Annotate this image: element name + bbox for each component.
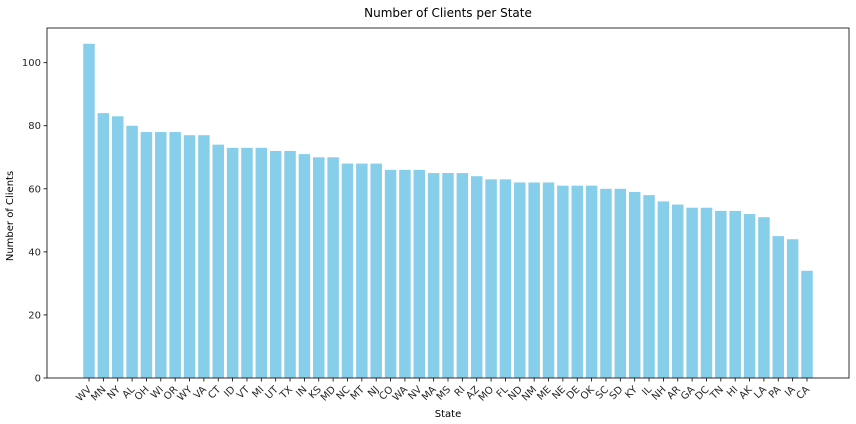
x-axis-label: State xyxy=(435,409,461,420)
bar-me xyxy=(542,182,555,378)
y-tick-label: 20 xyxy=(28,310,41,321)
y-tick-label: 80 xyxy=(28,121,41,132)
bar-id xyxy=(226,147,239,378)
bar-nd xyxy=(514,182,526,378)
bar-ky xyxy=(628,191,641,378)
bar-mo xyxy=(485,179,497,378)
bar-ak xyxy=(743,214,756,378)
bar-ga xyxy=(686,207,698,378)
bar-ok xyxy=(585,185,598,378)
bar-ia xyxy=(786,239,799,378)
x-tick-label-tx: TX xyxy=(278,384,296,402)
x-tick-label-ms: MS xyxy=(435,384,453,402)
bar-nv xyxy=(413,169,426,378)
bar-fl xyxy=(499,179,512,378)
bar-mi xyxy=(255,147,268,378)
x-tick-label-ky: KY xyxy=(623,384,640,401)
x-tick-label-ca: CA xyxy=(795,384,813,402)
bar-oh xyxy=(140,132,153,378)
bar-ny xyxy=(111,116,124,378)
bar-la xyxy=(758,217,770,378)
bar-wa xyxy=(399,169,411,378)
bar-md xyxy=(327,157,339,378)
bar-az xyxy=(470,176,483,378)
bar-ma xyxy=(427,173,440,378)
bar-ca xyxy=(801,270,813,378)
bar-nm xyxy=(528,182,540,378)
bar-ct xyxy=(212,144,224,378)
bar-al xyxy=(126,125,138,378)
bar-or xyxy=(169,132,181,378)
chart-title: Number of Clients per State xyxy=(364,6,532,20)
y-tick-label: 60 xyxy=(28,184,41,195)
bar-ri xyxy=(456,173,469,378)
bar-va xyxy=(198,135,210,378)
bar-wi xyxy=(155,132,167,378)
bar-mn xyxy=(97,113,110,378)
x-tick-label-tn: TN xyxy=(708,384,726,402)
bar-dc xyxy=(700,207,713,378)
bar-ar xyxy=(672,204,684,378)
bar-ut xyxy=(269,150,282,378)
bar-pa xyxy=(772,236,785,378)
x-tick-label-mo: MO xyxy=(477,384,497,404)
bar-sd xyxy=(614,188,627,378)
bar-vt xyxy=(241,147,253,378)
bar-nj xyxy=(370,163,382,378)
bar-mt xyxy=(356,163,368,378)
x-tick-label-mt: MT xyxy=(349,384,368,403)
bar-wy xyxy=(183,135,196,378)
x-tick-label-ct: CT xyxy=(206,384,224,402)
bar-ms xyxy=(442,173,454,378)
bar-tn xyxy=(715,210,727,378)
bar-in xyxy=(298,154,311,378)
bar-wv xyxy=(83,43,95,379)
bar-ne xyxy=(557,185,569,378)
y-axis-label: Number of Clients xyxy=(5,171,16,261)
x-tick-label-pa: PA xyxy=(767,384,784,401)
bar-nc xyxy=(341,163,354,378)
bar-de xyxy=(571,185,583,378)
y-tick-label: 100 xyxy=(22,58,41,69)
bar-sc xyxy=(600,188,612,378)
bar-il xyxy=(643,195,655,378)
y-tick-label: 40 xyxy=(28,247,41,258)
bar-nh xyxy=(657,201,670,378)
bar-co xyxy=(384,169,397,378)
bar-ks xyxy=(313,157,325,378)
bar-tx xyxy=(284,150,296,378)
x-tick-label-ri: RI xyxy=(453,384,468,399)
bar-hi xyxy=(729,210,741,378)
x-tick-label-ia: IA xyxy=(783,384,798,399)
y-tick-label: 0 xyxy=(35,374,41,385)
